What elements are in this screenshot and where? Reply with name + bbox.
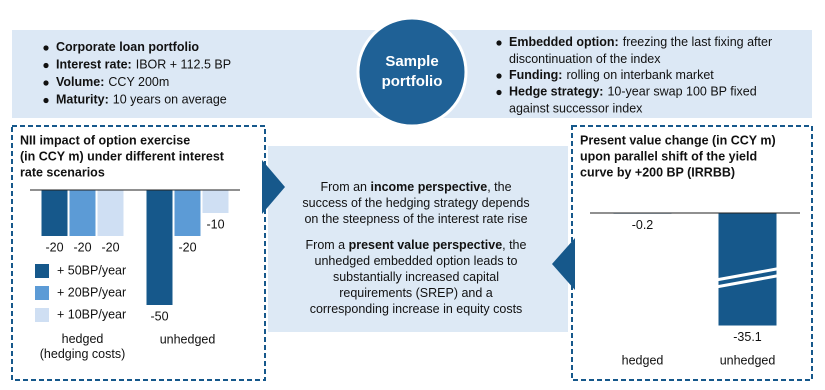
bullet-body: 10-year swap 100 BP fixed (607, 85, 756, 99)
value-label: -20 (73, 240, 91, 254)
bar (41, 190, 68, 236)
bullet-body: rolling on interbank market (566, 68, 714, 82)
bullet-dot (43, 97, 49, 104)
bullet-label: Maturity: (56, 93, 109, 107)
bullet-label: Embedded option: (509, 35, 619, 49)
legend-label: + 50BP/year (57, 263, 126, 277)
middle-segment: requirements (SREP) and a (339, 286, 493, 300)
bullet-dot (43, 80, 49, 86)
bullet-label: Hedge strategy: (509, 85, 603, 99)
right-chart-frame (571, 125, 813, 381)
bullet-text: Hedge strategy: 10-year swap 100 BP fixed (509, 85, 757, 99)
x-tick-line: (hedging costs) (40, 347, 125, 361)
middle-segment: , the (502, 238, 526, 252)
bullet-label: Funding: (509, 68, 562, 82)
x-tick-label: hedged (hedging costs) (40, 332, 125, 361)
value-label: -35.1 (733, 330, 762, 344)
value-label: -50 (150, 309, 168, 323)
bar (202, 190, 229, 213)
bullet-body: CCY 200m (108, 75, 169, 89)
bullet-dot (43, 62, 49, 69)
value-label: -10 (206, 217, 224, 231)
chart-title: (in CCY m) under different interest (20, 149, 225, 163)
bullet-dot (496, 40, 502, 46)
x-tick-label: hedged (622, 353, 664, 367)
middle-text: success of the hedging strategy depends (302, 196, 529, 210)
legend-swatch (35, 308, 49, 322)
middle-segment: income perspective (370, 180, 487, 194)
middle-segment: substantially increased capital (333, 270, 499, 284)
bullet-text: Embedded option: freezing the last fixing… (509, 35, 772, 49)
legend-label: + 20BP/year (57, 285, 126, 299)
bullet-text: Maturity: 10 years on average (56, 93, 227, 107)
chart-title: upon parallel shift of the yield (580, 149, 757, 163)
bullet-body: discontinuation of the index (509, 52, 661, 66)
value-label: -20 (178, 240, 196, 254)
x-tick-label: unhedged (160, 332, 216, 346)
middle-text: corresponding increase in equity costs (310, 302, 523, 316)
middle-segment: success of the hedging strategy depends (302, 196, 529, 210)
left-chart-frame (11, 125, 266, 381)
x-tick-label: unhedged (720, 353, 776, 367)
bullet-label: Volume: (56, 75, 104, 89)
legend-swatch (35, 286, 49, 300)
value-label: -20 (101, 240, 119, 254)
x-tick-line: hedged (62, 332, 104, 346)
arrow-left (552, 238, 575, 290)
sample-circle (356, 16, 468, 128)
bullet-dot (496, 89, 502, 96)
bullet-body: IBOR + 112.5 BP (136, 58, 231, 72)
bullet-dot (43, 45, 49, 51)
bullet-body: 10 years on average (113, 93, 227, 107)
bar (146, 190, 173, 305)
middle-panel (268, 146, 568, 332)
bullet-text: Corporate loan portfolio (56, 40, 199, 54)
bullet-dot (496, 73, 502, 79)
middle-segment: corresponding increase in equity costs (310, 302, 523, 316)
middle-segment: unhedged embedded option leads to (315, 254, 518, 268)
legend-swatch (35, 264, 49, 278)
bullet-text: Volume: CCY 200m (56, 75, 169, 89)
middle-segment: , the (487, 180, 511, 194)
sample-title: portfolio (382, 73, 443, 90)
middle-segment: From an (320, 180, 370, 194)
chart-title: NII impact of option exercise (20, 133, 190, 147)
sample-title: Sample (385, 53, 438, 70)
chart-title: curve by +200 BP (IRRBB) (580, 165, 735, 179)
legend-label: + 10BP/year (57, 307, 126, 321)
chart-title: Present value change (in CCY m) (580, 133, 776, 147)
value-label: -20 (45, 240, 63, 254)
middle-segment: From a (306, 238, 349, 252)
middle-text: From an income perspective, the (320, 180, 511, 194)
arrow-right (262, 160, 285, 214)
middle-segment: present value perspective (349, 238, 503, 252)
bullet-label: Interest rate: (56, 58, 132, 72)
bullet-label: Corporate loan portfolio (56, 40, 199, 54)
middle-text: substantially increased capital (333, 270, 499, 284)
middle-text: on the steepness of the interest rate ri… (304, 212, 527, 226)
bar (174, 190, 201, 236)
bar (69, 190, 96, 236)
bullet-text: Funding: rolling on interbank market (509, 68, 714, 82)
bullet-text: Interest rate: IBOR + 112.5 BP (56, 58, 231, 72)
axis-break (714, 266, 781, 282)
middle-text: unhedged embedded option leads to (315, 254, 518, 268)
bullet-body: freezing the last fixing after (623, 35, 772, 49)
bullet-body: against successor index (509, 101, 643, 115)
chart-title: rate scenarios (20, 165, 105, 179)
middle-segment: on the steepness of the interest rate ri… (304, 212, 527, 226)
bar (97, 190, 124, 236)
middle-text: From a present value perspective, the (306, 238, 527, 252)
value-label: -0.2 (632, 218, 654, 232)
middle-text: requirements (SREP) and a (339, 286, 493, 300)
axis-break (714, 273, 781, 289)
